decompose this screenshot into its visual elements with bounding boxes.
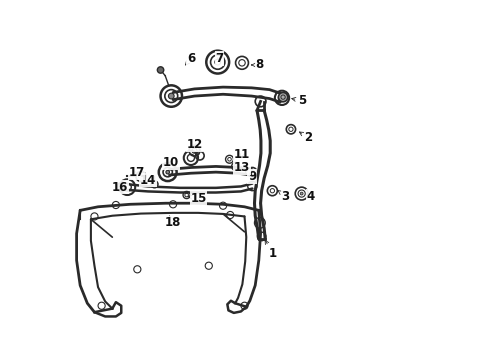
Text: 11: 11 bbox=[233, 148, 249, 161]
Text: 7: 7 bbox=[215, 52, 223, 65]
Text: 18: 18 bbox=[164, 216, 181, 229]
Circle shape bbox=[300, 192, 303, 195]
Text: 4: 4 bbox=[306, 190, 314, 203]
Text: 1: 1 bbox=[264, 240, 277, 260]
Text: 6: 6 bbox=[185, 52, 195, 65]
Circle shape bbox=[168, 93, 174, 99]
Text: 10: 10 bbox=[163, 156, 179, 169]
Text: 3: 3 bbox=[278, 190, 289, 203]
Text: 5: 5 bbox=[291, 94, 305, 107]
Text: 17: 17 bbox=[128, 166, 144, 179]
Circle shape bbox=[165, 170, 169, 174]
Circle shape bbox=[278, 93, 287, 102]
Circle shape bbox=[157, 67, 163, 73]
Text: 16: 16 bbox=[111, 181, 128, 194]
Text: 13: 13 bbox=[233, 161, 249, 174]
Text: 2: 2 bbox=[299, 131, 312, 144]
Text: 14: 14 bbox=[140, 174, 156, 186]
Text: 15: 15 bbox=[188, 192, 206, 205]
Text: 8: 8 bbox=[251, 58, 263, 72]
Circle shape bbox=[151, 181, 158, 188]
Text: 12: 12 bbox=[186, 139, 202, 152]
Text: 9: 9 bbox=[247, 170, 256, 183]
